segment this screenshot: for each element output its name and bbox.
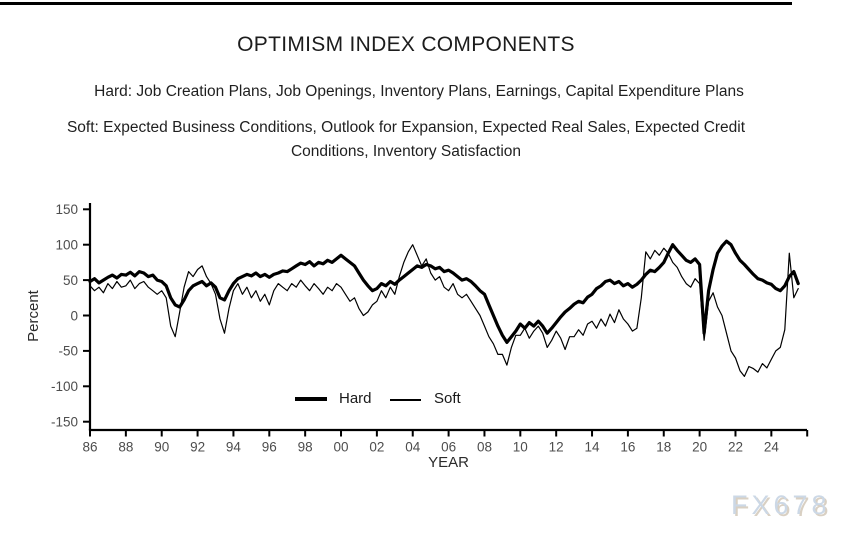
x-tick-label: 90	[154, 440, 169, 455]
y-axis-title: Percent	[25, 289, 42, 342]
x-tick-label: 12	[549, 440, 564, 455]
soft-items: Expected Business Conditions, Outlook fo…	[103, 119, 746, 160]
y-tick-label: 0	[70, 308, 78, 323]
series-hard-line	[88, 239, 800, 344]
x-tick-label: 86	[82, 440, 97, 455]
x-tick-label: 96	[262, 440, 277, 455]
series-soft-line	[89, 244, 799, 377]
y-tick-label: 100	[55, 238, 78, 253]
y-tick-label: -100	[51, 379, 78, 394]
x-tick-label: 94	[226, 440, 242, 455]
x-tick-label: 92	[190, 440, 205, 455]
soft-label: Soft:	[66, 119, 99, 136]
chart-title: OPTIMISM INDEX COMPONENTS	[237, 33, 575, 56]
x-tick-label: 16	[620, 440, 635, 455]
y-tick-label: 50	[63, 273, 78, 288]
watermark: FX678	[731, 490, 831, 520]
x-tick-label: 04	[405, 440, 421, 455]
x-tick-label: 14	[585, 440, 601, 455]
x-tick-label: 22	[728, 440, 743, 455]
x-tick-label: 98	[298, 440, 313, 455]
y-tick-label: 150	[55, 202, 78, 217]
x-tick-label: 00	[334, 440, 349, 455]
x-tick-label: 06	[441, 440, 456, 455]
hard-label: Hard:	[94, 83, 133, 100]
hard-items: Job Creation Plans, Job Openings, Invent…	[136, 83, 744, 100]
x-tick-label: 24	[764, 440, 780, 455]
x-tick-label: 10	[513, 440, 528, 455]
x-axis-title: YEAR	[428, 454, 469, 471]
x-tick-label: 88	[118, 440, 133, 455]
y-tick-label: -50	[58, 344, 78, 359]
x-tick-label: 20	[692, 440, 707, 455]
x-tick-label: 18	[656, 440, 671, 455]
hard-components-description: Hard: Job Creation Plans, Job Openings, …	[26, 80, 812, 104]
y-tick-label: -150	[51, 415, 78, 430]
x-tick-label: 08	[477, 440, 492, 455]
top-border-line	[0, 2, 792, 5]
x-tick-label: 02	[369, 440, 384, 455]
soft-components-description: Soft: Expected Business Conditions, Outl…	[50, 116, 762, 164]
